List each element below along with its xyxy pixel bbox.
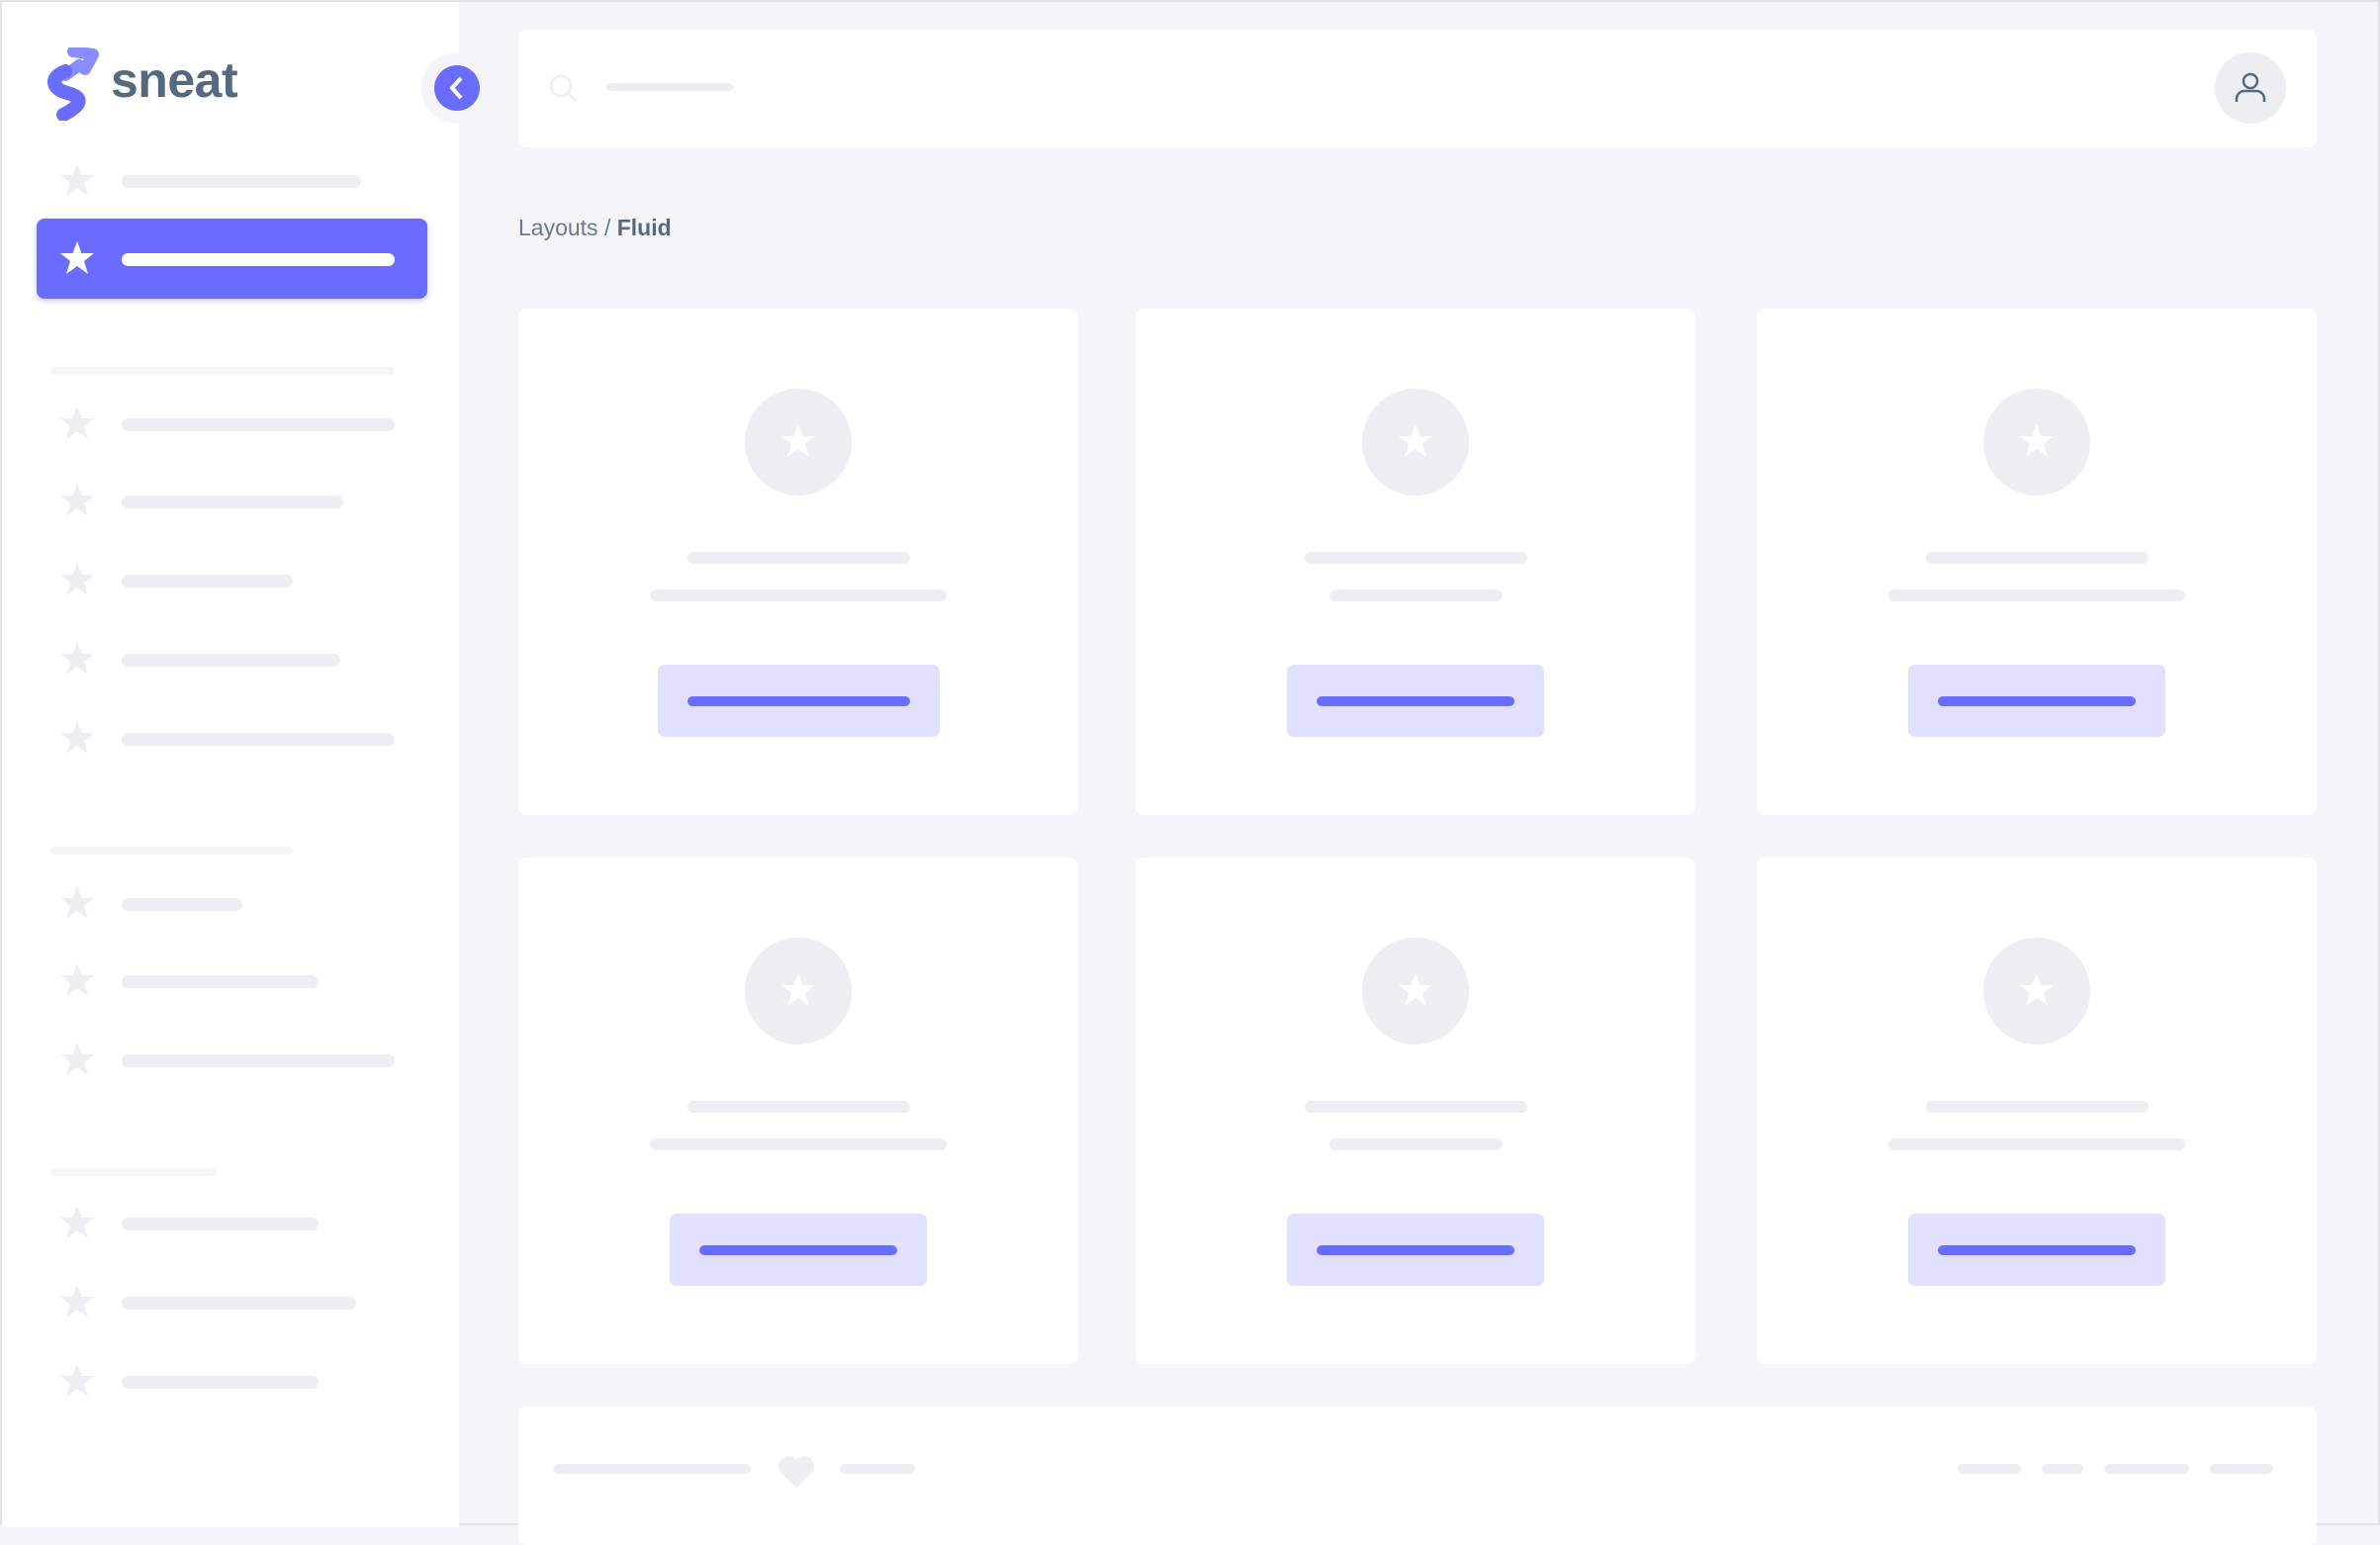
card-title xyxy=(1304,1101,1527,1113)
card-icon-circle xyxy=(1362,938,1469,1045)
sidebar-item[interactable] xyxy=(122,575,293,588)
menu-section-header xyxy=(50,1168,217,1176)
sidebar-item[interactable] xyxy=(122,418,395,431)
star-icon xyxy=(2020,424,2054,457)
star-icon xyxy=(1399,424,1432,457)
card-title xyxy=(1925,1101,2149,1113)
card-text xyxy=(1888,590,2185,601)
sidebar-item[interactable] xyxy=(122,654,340,667)
sneat-logo-icon xyxy=(47,47,99,121)
card-text xyxy=(1888,1138,2185,1150)
card xyxy=(1136,858,1695,1364)
card xyxy=(518,309,1078,815)
sidebar-item[interactable] xyxy=(122,975,319,988)
sidebar-item[interactable] xyxy=(122,496,343,508)
star-icon xyxy=(60,484,94,516)
card-button-label xyxy=(1938,696,2136,706)
star-icon xyxy=(60,1364,94,1397)
star-icon xyxy=(60,886,94,919)
card-button[interactable] xyxy=(670,1214,927,1286)
star-icon xyxy=(60,1206,94,1238)
sidebar-item[interactable] xyxy=(122,1376,319,1389)
star-icon xyxy=(1399,973,1432,1006)
menu-section-header xyxy=(50,847,293,855)
card-text xyxy=(650,590,947,601)
footer-text xyxy=(553,1464,751,1474)
card xyxy=(1757,309,2317,815)
card-button-label xyxy=(1938,1245,2136,1255)
search-input[interactable] xyxy=(606,83,733,91)
chevron-left-icon xyxy=(449,76,463,100)
card-title xyxy=(1925,552,2149,564)
card-button[interactable] xyxy=(1287,1214,1544,1286)
footer-link[interactable] xyxy=(2104,1464,2189,1474)
footer-link[interactable] xyxy=(2210,1464,2273,1474)
star-icon xyxy=(2020,973,2054,1006)
card xyxy=(518,858,1078,1364)
footer-link[interactable] xyxy=(1958,1464,2021,1474)
card-button[interactable] xyxy=(1908,1214,2165,1286)
user-icon xyxy=(2235,72,2266,102)
card-icon-circle xyxy=(1983,389,2090,496)
card-icon-circle xyxy=(1983,938,2090,1045)
card xyxy=(1136,309,1695,815)
star-icon xyxy=(60,1285,94,1318)
card-button[interactable] xyxy=(1287,665,1544,737)
sidebar-item[interactable] xyxy=(122,898,242,911)
card-title xyxy=(1304,552,1527,564)
star-icon xyxy=(60,963,94,996)
card-icon-circle xyxy=(1362,389,1469,496)
star-icon xyxy=(781,973,815,1006)
card-text xyxy=(1328,590,1503,601)
navbar xyxy=(518,30,2317,147)
star-icon xyxy=(60,563,94,595)
brand-name: sneat xyxy=(111,52,238,108)
card-button-label xyxy=(1317,696,1514,706)
card-button[interactable] xyxy=(657,665,940,737)
sidebar-toggle-button[interactable] xyxy=(434,65,480,111)
card-icon-circle xyxy=(745,938,852,1045)
footer-link[interactable] xyxy=(840,1464,915,1474)
star-icon xyxy=(60,721,94,754)
star-icon xyxy=(781,424,815,457)
sidebar: sneat xyxy=(2,2,459,1527)
sidebar-item[interactable] xyxy=(122,1297,356,1310)
sidebar-item[interactable] xyxy=(122,1054,395,1067)
card-button-label xyxy=(1317,1245,1514,1255)
menu-section-header xyxy=(50,367,395,375)
user-avatar-button[interactable] xyxy=(2215,52,2286,124)
sidebar-item[interactable] xyxy=(122,1218,319,1230)
card-icon-circle xyxy=(745,389,852,496)
card-title xyxy=(687,552,910,564)
sidebar-item[interactable] xyxy=(122,175,361,188)
card-text xyxy=(650,1138,947,1150)
breadcrumb: Layouts / Fluid xyxy=(518,215,672,241)
star-icon xyxy=(60,163,94,196)
sidebar-item[interactable] xyxy=(122,733,395,746)
breadcrumb-parent[interactable]: Layouts xyxy=(518,215,598,240)
breadcrumb-separator: / xyxy=(597,215,617,240)
star-icon xyxy=(60,241,94,274)
search-icon[interactable] xyxy=(548,73,580,105)
star-icon xyxy=(60,642,94,675)
card-button-label xyxy=(687,696,910,706)
card-text xyxy=(1328,1138,1503,1150)
card-button[interactable] xyxy=(1908,665,2165,737)
heart-icon xyxy=(778,1456,814,1488)
footer xyxy=(518,1407,2317,1545)
footer-link[interactable] xyxy=(2042,1464,2083,1474)
sidebar-item[interactable] xyxy=(122,253,395,266)
card-button-label xyxy=(699,1245,897,1255)
card-title xyxy=(687,1101,910,1113)
breadcrumb-current: Fluid xyxy=(616,215,672,240)
star-icon xyxy=(60,407,94,439)
card xyxy=(1757,858,2317,1364)
star-icon xyxy=(60,1043,94,1075)
